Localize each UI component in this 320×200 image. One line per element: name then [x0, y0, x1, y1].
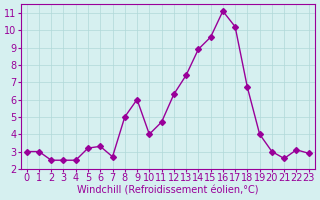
X-axis label: Windchill (Refroidissement éolien,°C): Windchill (Refroidissement éolien,°C): [77, 186, 259, 196]
